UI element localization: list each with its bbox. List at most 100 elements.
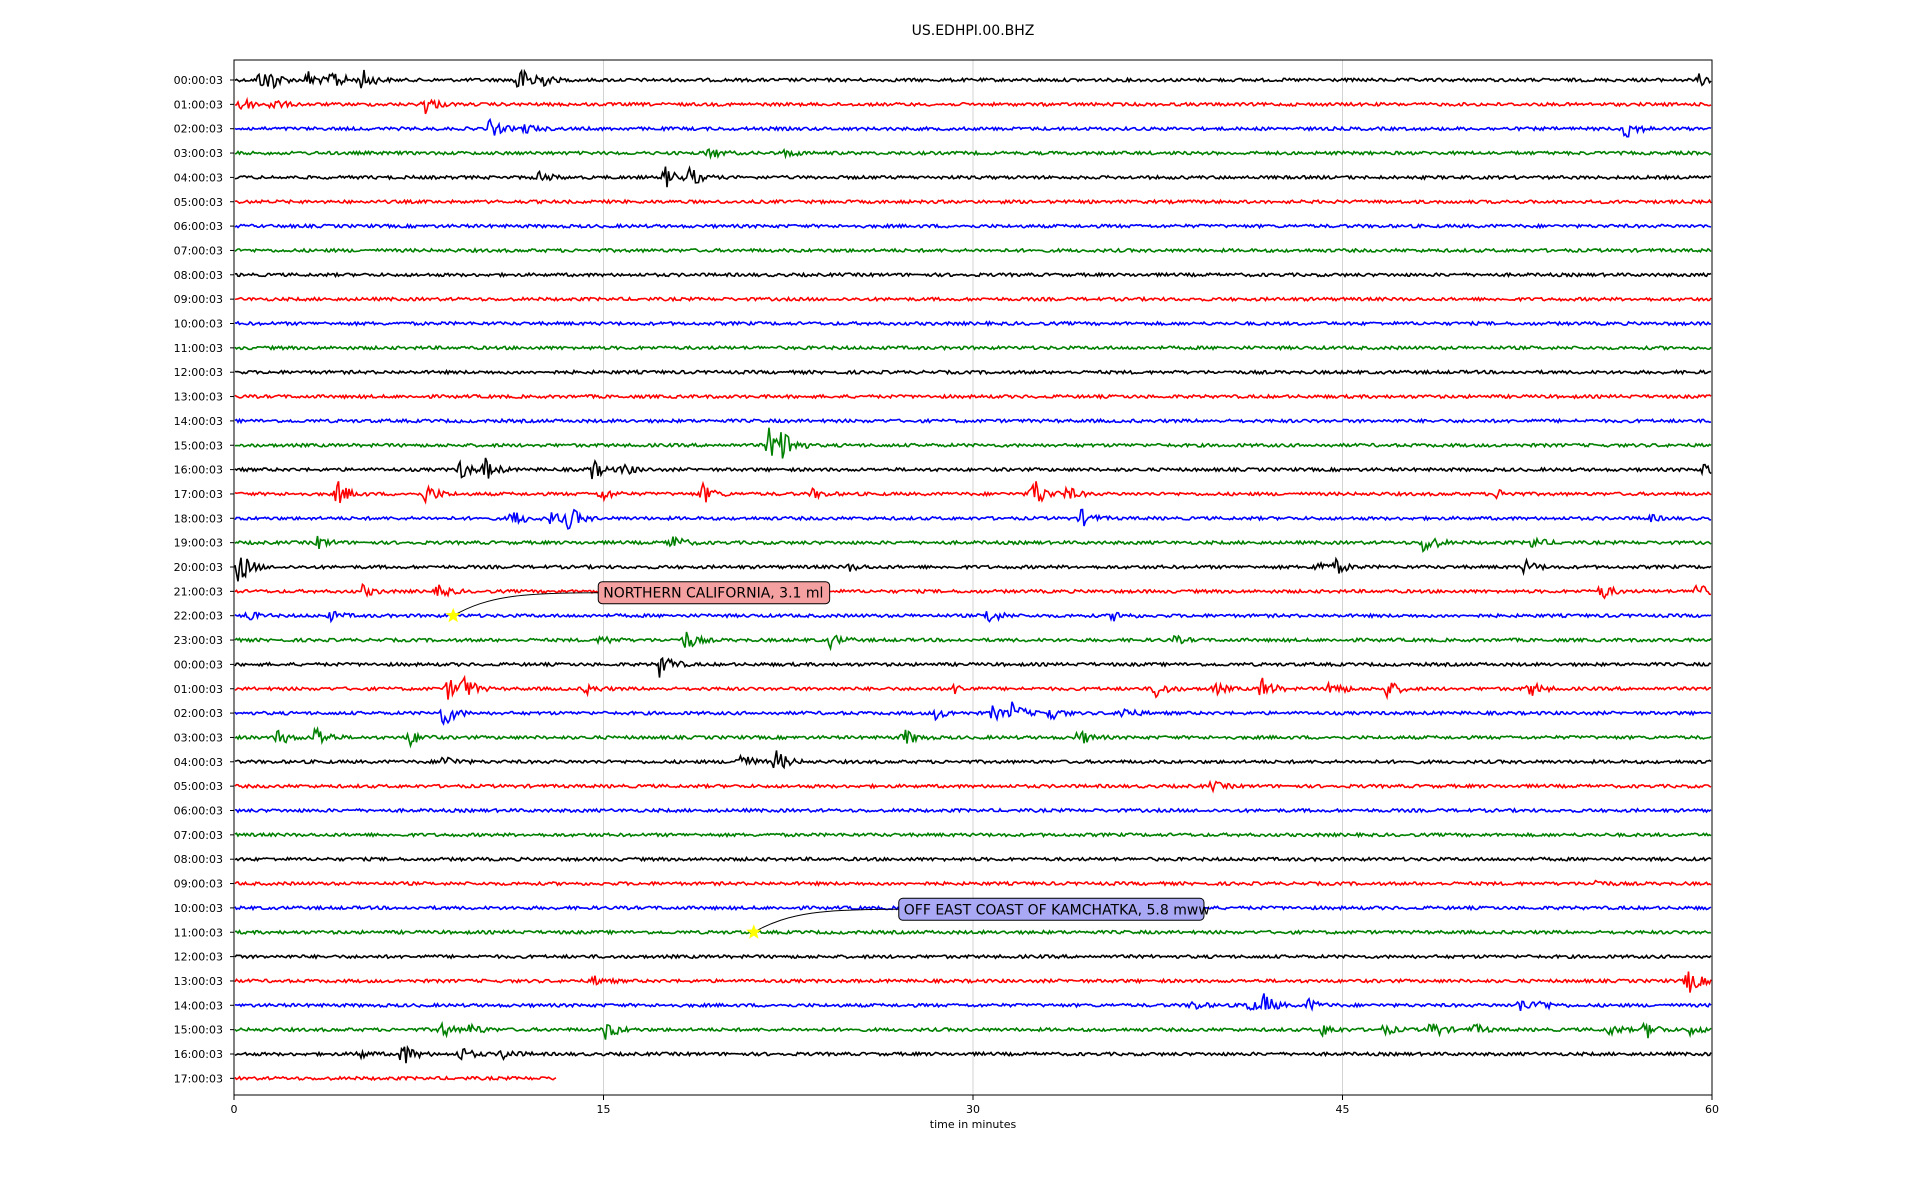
event-marker-0 xyxy=(445,607,461,623)
trace-row-1 xyxy=(234,96,1712,115)
row-label-16: 16:00:03 xyxy=(174,464,223,477)
trace-row-8 xyxy=(234,271,1712,279)
trace-row-36 xyxy=(234,953,1712,960)
annotation-text-1: OFF EAST COAST OF KAMCHATKA, 5.8 mww xyxy=(904,902,1210,918)
annotation-text-0: NORTHERN CALIFORNIA, 3.1 ml xyxy=(603,586,823,602)
row-label-20: 20:00:03 xyxy=(174,561,223,574)
row-label-22: 22:00:03 xyxy=(174,610,223,623)
trace-row-17 xyxy=(234,480,1712,505)
trace-row-31 xyxy=(234,831,1712,839)
row-label-31: 07:00:03 xyxy=(174,829,223,842)
x-tick-label-0: 0 xyxy=(231,1103,238,1116)
row-label-36: 12:00:03 xyxy=(174,951,223,964)
trace-row-29 xyxy=(234,779,1712,794)
trace-row-26 xyxy=(234,701,1712,726)
trace-row-9 xyxy=(234,295,1712,303)
row-label-13: 13:00:03 xyxy=(174,391,223,404)
row-label-27: 03:00:03 xyxy=(174,731,223,744)
row-label-0: 00:00:03 xyxy=(174,74,223,87)
row-label-37: 13:00:03 xyxy=(174,975,223,988)
annotation-box-1 xyxy=(898,897,1205,921)
row-label-40: 16:00:03 xyxy=(174,1048,223,1061)
trace-row-22 xyxy=(234,610,1712,624)
trace-row-6 xyxy=(234,222,1712,230)
row-label-35: 11:00:03 xyxy=(174,926,223,939)
row-label-14: 14:00:03 xyxy=(174,415,223,428)
trace-row-27 xyxy=(234,726,1712,749)
row-label-1: 01:00:03 xyxy=(174,98,223,111)
trace-row-28 xyxy=(234,750,1712,770)
trace-row-35 xyxy=(235,928,1712,936)
x-tick-label-3: 45 xyxy=(1336,1103,1350,1116)
row-label-7: 07:00:03 xyxy=(174,244,223,257)
trace-row-15 xyxy=(234,427,1712,459)
row-label-33: 09:00:03 xyxy=(174,878,223,891)
trace-row-0 xyxy=(234,68,1712,90)
event-annotations: NORTHERN CALIFORNIA, 3.1 ml OFF EAST COAS… xyxy=(445,581,1210,939)
trace-row-21 xyxy=(234,582,1712,600)
trace-row-38 xyxy=(234,993,1712,1012)
trace-row-3 xyxy=(234,148,1712,160)
row-label-9: 09:00:03 xyxy=(174,293,223,306)
event-marker-1 xyxy=(746,924,762,939)
annotation-box-0 xyxy=(597,581,831,605)
x-tick-label-1: 15 xyxy=(597,1103,611,1116)
x-axis-label: time in minutes xyxy=(930,1118,1017,1131)
row-label-6: 06:00:03 xyxy=(174,220,223,233)
trace-row-30 xyxy=(234,807,1712,814)
trace-row-19 xyxy=(234,535,1712,554)
chart-title: US.EDHPI.00.BHZ xyxy=(912,23,1035,39)
row-label-4: 04:00:03 xyxy=(174,171,223,184)
trace-row-11 xyxy=(234,344,1712,352)
row-label-2: 02:00:03 xyxy=(174,123,223,136)
trace-row-16 xyxy=(234,457,1712,480)
row-label-19: 19:00:03 xyxy=(174,537,223,550)
row-label-8: 08:00:03 xyxy=(174,269,223,282)
row-label-28: 04:00:03 xyxy=(174,756,223,769)
row-label-12: 12:00:03 xyxy=(174,366,223,379)
row-label-24: 00:00:03 xyxy=(174,658,223,671)
trace-row-33 xyxy=(234,879,1712,887)
trace-row-41 xyxy=(234,1075,557,1082)
annotation-connector-1 xyxy=(753,908,899,933)
trace-row-5 xyxy=(234,198,1712,206)
row-label-29: 05:00:03 xyxy=(174,780,223,793)
trace-row-14 xyxy=(234,417,1712,425)
row-label-21: 21:00:03 xyxy=(174,585,223,598)
row-label-15: 15:00:03 xyxy=(174,439,223,452)
x-tick-label-2: 30 xyxy=(966,1103,980,1116)
trace-row-32 xyxy=(234,855,1712,863)
row-label-5: 05:00:03 xyxy=(174,196,223,209)
trace-row-39 xyxy=(234,1020,1712,1040)
trace-row-10 xyxy=(234,320,1712,327)
row-label-34: 10:00:03 xyxy=(174,902,223,915)
row-label-25: 01:00:03 xyxy=(174,683,223,696)
row-label-11: 11:00:03 xyxy=(174,342,223,355)
x-axis-ticks: 0 15 30 45 60 xyxy=(231,1095,1719,1116)
row-label-32: 08:00:03 xyxy=(174,853,223,866)
trace-row-40 xyxy=(234,1044,1712,1064)
row-label-18: 18:00:03 xyxy=(174,512,223,525)
trace-layer xyxy=(234,68,1712,1082)
trace-row-4 xyxy=(234,165,1712,188)
row-label-17: 17:00:03 xyxy=(174,488,223,501)
row-labels: 00:00:03 01:00:03 02:00:03 03:00:03 04:00:03… xyxy=(174,74,234,1085)
trace-row-7 xyxy=(234,247,1712,254)
row-label-23: 23:00:03 xyxy=(174,634,223,647)
trace-row-25 xyxy=(234,674,1711,701)
trace-row-18 xyxy=(234,508,1712,530)
annotation-connector-0 xyxy=(452,592,599,617)
trace-row-12 xyxy=(234,368,1712,376)
row-label-3: 03:00:03 xyxy=(174,147,223,160)
trace-row-24 xyxy=(234,656,1712,678)
trace-row-2 xyxy=(234,117,1712,138)
trace-row-20 xyxy=(234,556,1712,582)
row-label-30: 06:00:03 xyxy=(174,805,223,818)
trace-row-23 xyxy=(234,631,1712,652)
row-label-38: 14:00:03 xyxy=(174,999,223,1012)
row-label-10: 10:00:03 xyxy=(174,318,223,331)
row-label-39: 15:00:03 xyxy=(174,1024,223,1037)
trace-row-37 xyxy=(234,971,1712,993)
row-label-26: 02:00:03 xyxy=(174,707,223,720)
